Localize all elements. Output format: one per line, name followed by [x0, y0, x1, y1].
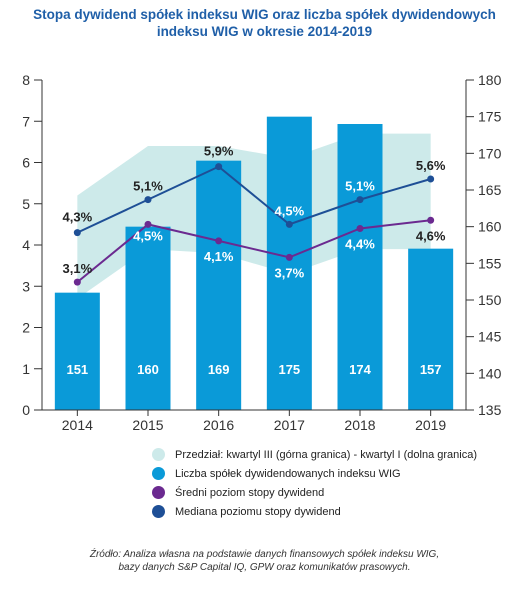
source-line-2: bazy danych S&P Capital IQ, GPW oraz kom…	[118, 562, 411, 573]
chart-title: Stopa dywidend spółek indeksu WIG oraz l…	[0, 6, 529, 40]
legend-item-median: Mediana poziomu stopy dywidend	[152, 502, 512, 521]
right-tick-label: 150	[478, 292, 502, 308]
legend-swatch-range	[152, 448, 165, 461]
bar-2018	[337, 124, 383, 410]
median-label-2014: 4,3%	[63, 210, 93, 225]
bar-label-2017: 175	[278, 362, 300, 377]
median-line	[76, 165, 431, 234]
median-point-2015	[144, 196, 152, 204]
legend-item-mean: Średni poziom stopy dywidend	[152, 483, 512, 502]
mean-label-2015: 4,5%	[133, 228, 163, 243]
bar-2015	[125, 226, 171, 410]
bar-2017	[266, 116, 312, 411]
median-label-2015: 5,1%	[133, 179, 163, 194]
x-tick-label-2018: 2018	[344, 417, 375, 433]
left-tick-label: 6	[22, 155, 30, 171]
median-point-2014	[73, 229, 81, 237]
left-tick-label: 7	[22, 113, 30, 129]
x-tick-label-2015: 2015	[132, 417, 163, 433]
bar-label-2019: 157	[420, 362, 442, 377]
legend-swatch-mean	[152, 486, 165, 499]
legend-label-mean: Średni poziom stopy dywidend	[175, 486, 325, 499]
mean-label-2016: 4,1%	[204, 249, 234, 264]
right-tick-label: 160	[478, 219, 502, 235]
left-tick-label: 0	[22, 402, 30, 418]
mean-point-2017	[285, 253, 293, 261]
bar-2014	[54, 292, 100, 410]
mean-point-2018	[356, 225, 364, 232]
right-tick-label: 165	[478, 182, 502, 198]
left-tick-label: 3	[22, 278, 30, 294]
right-tick-label: 155	[478, 255, 502, 271]
median-label-2019: 5,6%	[416, 158, 446, 173]
x-tick-label-2014: 2014	[62, 417, 93, 433]
mean-point-2019	[427, 216, 435, 224]
x-tick-label-2017: 2017	[274, 417, 305, 433]
mean-label-2019: 4,6%	[416, 228, 446, 243]
chart-title-line-1: Stopa dywidend spółek indeksu WIG oraz l…	[33, 7, 496, 22]
mean-point-2014	[73, 278, 81, 286]
source-note: Źródło: Analiza własna na podstawie dany…	[0, 548, 529, 574]
chart-title-line-2: indeksu WIG w okresie 2014-2019	[156, 24, 373, 39]
left-tick-label: 4	[22, 237, 30, 253]
chart-legend: Przedział: kwartyl III (górna granica) -…	[152, 445, 512, 521]
x-tick-label-2016: 2016	[203, 417, 234, 433]
legend-label-range: Przedział: kwartyl III (górna granica) -…	[175, 448, 477, 461]
bar-label-2015: 160	[137, 362, 159, 377]
bar-2016	[196, 160, 242, 410]
legend-label-bars: Liczba spółek dywidendowanych indeksu WI…	[175, 467, 401, 480]
right-tick-label: 180	[478, 72, 502, 88]
mean-label-2017: 3,7%	[275, 265, 305, 280]
right-tick-label: 135	[478, 402, 502, 418]
source-line-1: Źródło: Analiza własna na podstawie dany…	[89, 549, 440, 560]
right-tick-label: 175	[478, 109, 502, 125]
legend-item-bars: Liczba spółek dywidendowanych indeksu WI…	[152, 464, 512, 483]
left-tick-label: 1	[22, 361, 30, 377]
mean-line	[76, 219, 431, 283]
bar-label-2018: 174	[349, 362, 371, 377]
median-label-2016: 5,9%	[204, 144, 234, 159]
bar-label-2016: 169	[208, 362, 230, 377]
left-tick-label: 8	[22, 72, 30, 88]
right-tick-label: 140	[478, 365, 502, 381]
mean-point-2015	[144, 220, 152, 228]
right-tick-label: 170	[478, 145, 502, 161]
median-point-2016	[215, 163, 223, 171]
mean-point-2016	[215, 237, 223, 245]
median-point-2018	[356, 196, 364, 204]
median-point-2019	[427, 175, 435, 183]
x-tick-label-2019: 2019	[415, 417, 446, 433]
bar-label-2014: 151	[66, 362, 88, 377]
legend-label-median: Mediana poziomu stopy dywidend	[175, 505, 341, 518]
right-tick-label: 145	[478, 329, 502, 345]
legend-swatch-bars	[152, 467, 165, 480]
median-point-2017	[285, 220, 293, 228]
mean-label-2014: 3,1%	[63, 261, 93, 276]
left-tick-label: 2	[22, 320, 30, 336]
median-label-2017: 4,5%	[275, 203, 305, 218]
legend-swatch-median	[152, 505, 165, 518]
legend-item-range: Przedział: kwartyl III (górna granica) -…	[152, 445, 512, 464]
left-tick-label: 5	[22, 196, 30, 212]
bar-2019	[408, 248, 454, 410]
mean-label-2018: 4,4%	[345, 237, 375, 252]
median-label-2018: 5,1%	[345, 179, 375, 194]
